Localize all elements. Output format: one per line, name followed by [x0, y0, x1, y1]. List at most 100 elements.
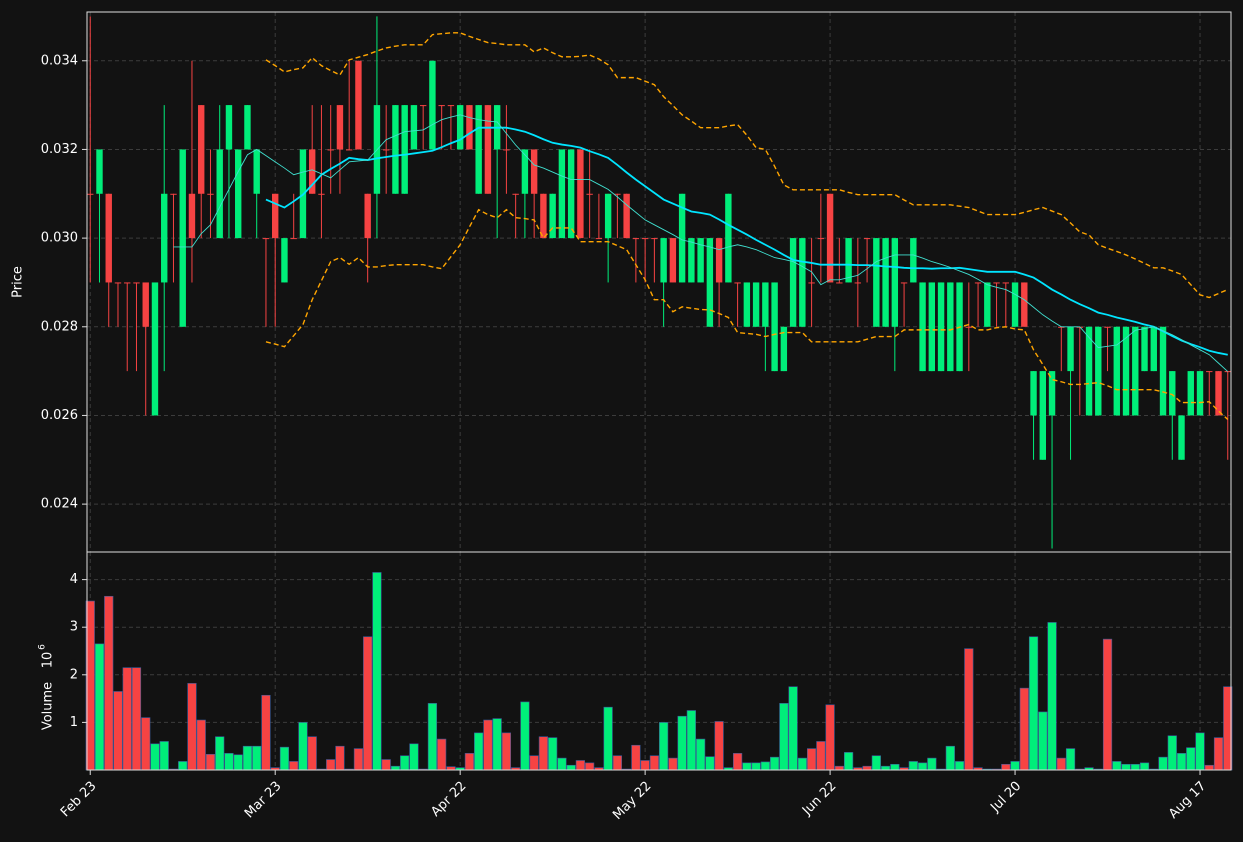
candle-body	[290, 238, 297, 240]
y-tick-label: 0.034	[41, 53, 78, 68]
candle-body	[762, 282, 769, 327]
candle-body	[928, 282, 936, 372]
volume-bar	[224, 753, 234, 771]
candle-body	[170, 193, 177, 195]
candle-body	[799, 238, 806, 327]
overlay-line	[265, 32, 1229, 299]
candle-body	[540, 193, 547, 239]
volume-bar	[770, 756, 780, 771]
candle-body	[96, 149, 103, 194]
y-axis-label: Price	[11, 266, 26, 298]
candle-body	[752, 282, 760, 327]
volume-bar	[705, 756, 715, 771]
volume-bar	[575, 760, 585, 771]
candle-body	[216, 149, 223, 239]
candle-body	[447, 105, 455, 107]
volume-bar	[363, 636, 373, 771]
volume-bar	[686, 710, 696, 771]
volume-bar	[927, 757, 937, 771]
candle-body	[133, 282, 140, 284]
candle-body	[1067, 326, 1074, 372]
candle-body	[1141, 326, 1148, 372]
volume-bar	[816, 741, 826, 771]
candle-body	[1196, 371, 1204, 416]
candle-body	[974, 282, 982, 284]
candle-body	[1169, 371, 1176, 416]
candle-body	[355, 60, 362, 150]
volume-bar	[1028, 636, 1039, 771]
candle-body	[577, 149, 584, 239]
candle-body	[1206, 371, 1213, 373]
volume-bar	[862, 765, 872, 771]
volume-bar	[400, 755, 410, 771]
volume-bar	[205, 753, 216, 771]
volume-bar	[353, 748, 364, 771]
volume-bar	[1139, 762, 1150, 771]
candle-body	[308, 149, 316, 194]
candle-body	[1178, 415, 1185, 460]
candle-body	[336, 105, 344, 150]
candle-body	[1058, 326, 1065, 328]
candle-body	[549, 193, 556, 239]
candle-body	[364, 193, 371, 239]
candle-body	[161, 193, 168, 283]
volume-bar	[279, 746, 290, 771]
volume-bar	[529, 755, 539, 771]
volume-bar	[788, 686, 798, 771]
volume-bar	[520, 701, 530, 771]
candle-body	[660, 238, 667, 283]
candle-body	[845, 238, 852, 283]
volume-bar	[668, 757, 678, 771]
volume-tick-label: 1	[70, 715, 78, 730]
volume-bar	[196, 719, 206, 771]
volume-bar	[261, 694, 271, 771]
candle-body	[836, 282, 843, 284]
volume-bar	[131, 667, 142, 771]
volume-bar	[381, 759, 391, 771]
volume-bar	[742, 762, 752, 771]
volume-bar	[631, 744, 641, 771]
volume-bar	[733, 753, 743, 771]
volume-bar	[751, 762, 761, 771]
candle-body	[1159, 326, 1167, 416]
candle-body	[817, 238, 825, 240]
candle-body	[466, 105, 473, 150]
candle-body	[706, 238, 714, 327]
candle-body	[262, 238, 270, 240]
candle-body	[207, 193, 214, 195]
candle-body	[244, 105, 251, 150]
volume-bar	[464, 753, 475, 771]
candle-body	[623, 193, 630, 239]
candle-body	[900, 282, 908, 284]
candle-body	[124, 282, 131, 284]
volume-bar	[307, 736, 317, 771]
candle-body	[105, 193, 112, 283]
mark-layer	[85, 16, 1233, 771]
candle-body	[651, 238, 658, 240]
candle-body	[521, 149, 529, 194]
candle-body	[965, 326, 973, 328]
candle-body	[910, 238, 917, 283]
candle-body	[1085, 326, 1093, 416]
candle-body	[993, 282, 1000, 284]
volume-bar	[548, 737, 558, 771]
volume-bar	[501, 732, 512, 771]
volume-bar	[298, 722, 308, 771]
volume-bar	[954, 761, 965, 771]
volume-bar	[880, 765, 891, 771]
volume-axis-label: Volume 10 6	[38, 644, 56, 730]
candle-body	[891, 238, 899, 327]
y-tick-label: 0.030	[41, 231, 78, 246]
volume-bar	[150, 743, 160, 771]
candle-body	[632, 238, 640, 240]
candle-body	[734, 282, 741, 284]
volume-bar	[659, 722, 669, 771]
candle-body	[1039, 371, 1046, 460]
candle-body	[327, 149, 334, 151]
candle-body	[947, 282, 954, 372]
volume-bar	[1130, 763, 1140, 771]
volume-bar	[677, 715, 687, 771]
volume-bar	[113, 691, 123, 771]
volume-bar	[94, 643, 105, 771]
volume-bar	[557, 757, 567, 771]
